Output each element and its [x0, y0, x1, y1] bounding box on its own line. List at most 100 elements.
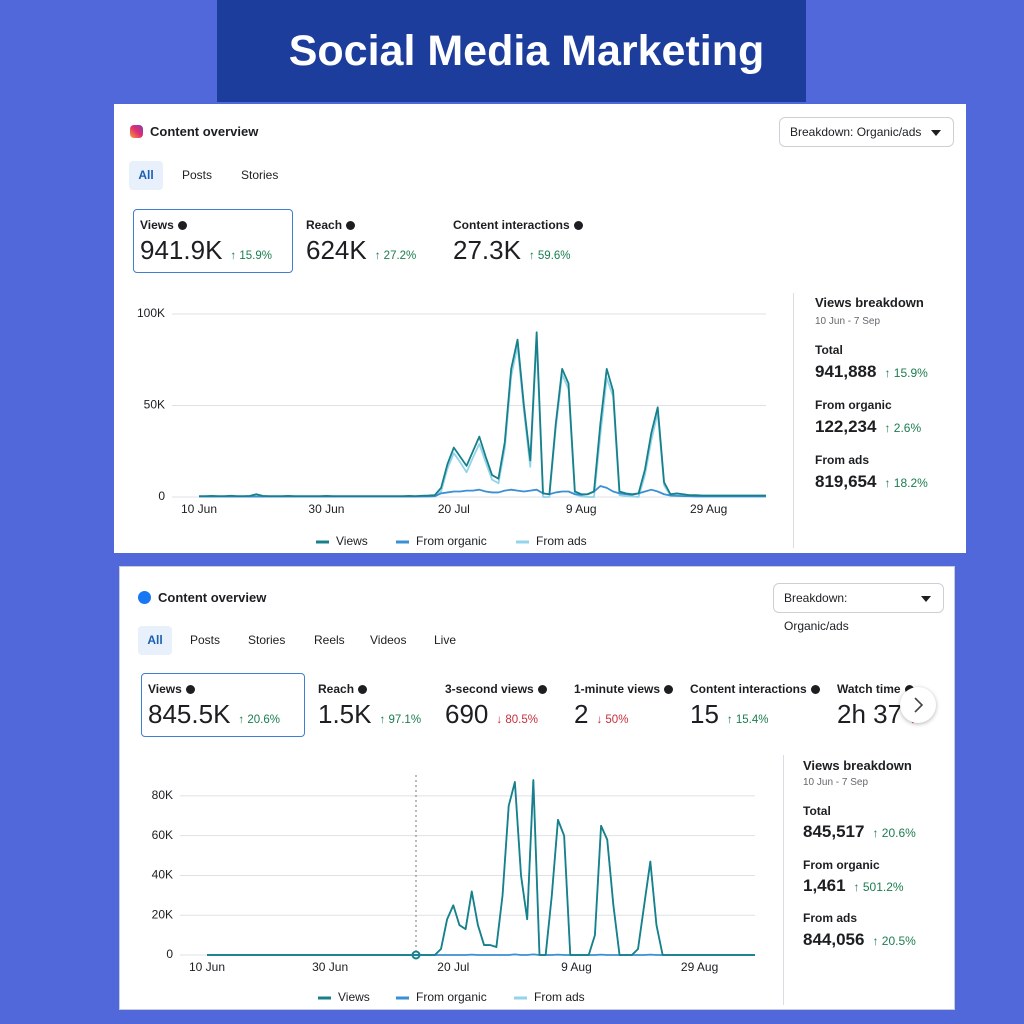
metric-value: 1.5K	[318, 699, 372, 729]
breakdown-value: 941,888	[815, 362, 877, 381]
instagram-icon	[130, 125, 143, 138]
breakdown-change: ↑ 2.6%	[884, 421, 922, 435]
legend-label: From ads	[536, 534, 587, 548]
breakdown-value: 819,654	[815, 472, 877, 491]
breakdown-change: ↑ 20.6%	[872, 826, 916, 840]
panel-header: Content overview	[150, 124, 259, 139]
breakdown-change: ↑ 18.2%	[884, 476, 928, 490]
tab[interactable]: Stories	[241, 168, 279, 182]
breakdown-label: From organic	[815, 398, 892, 412]
metric-change: ↓ 80.5%	[496, 714, 538, 726]
x-tick-label: 9 Aug	[566, 502, 597, 516]
panel	[114, 104, 966, 553]
metric-change: ↑ 97.1%	[379, 714, 422, 726]
metric-value: 15	[690, 699, 719, 729]
divider	[783, 755, 784, 1005]
selected-metric[interactable]	[133, 209, 293, 273]
legend-label: From organic	[416, 534, 487, 548]
divider	[793, 293, 794, 548]
panel	[119, 566, 955, 1010]
tab[interactable]: All	[138, 626, 172, 655]
selected-metric[interactable]	[141, 673, 305, 737]
next-button[interactable]	[900, 687, 936, 723]
metric-value: 941.9K	[140, 235, 223, 265]
breakdown-title: Views breakdown	[815, 295, 924, 310]
page-title: Social Media Marketing	[288, 26, 765, 75]
chevron	[914, 697, 924, 713]
tab[interactable]: Posts	[182, 168, 213, 182]
tab[interactable]: Reels	[314, 633, 345, 647]
metric-label: Reach	[318, 682, 355, 696]
metric-change: ↓ 50%	[596, 714, 629, 726]
breakdown-range: 10 Jun - 7 Sep	[815, 316, 881, 327]
breakdown-label: From organic	[803, 858, 880, 872]
panel-header: Content overview	[158, 590, 267, 605]
breakdown-label: Total	[815, 343, 843, 357]
metric: 1-minute views 2 ↓ 50%	[574, 681, 674, 729]
metric-value: 27.3K	[453, 235, 521, 265]
dropdown[interactable]: Breakdown: Organic/ads	[779, 117, 954, 147]
metric-label: Views	[148, 682, 182, 696]
chart: 0 20K 40K 60K 80K 10 Jun 30 Jun 20 Jul 9 Aug 29 A…	[152, 775, 755, 1004]
legend-label: From ads	[534, 990, 585, 1004]
tab[interactable]: All	[129, 161, 163, 190]
info-icon	[185, 684, 195, 694]
breakdown-label: Total	[803, 804, 831, 818]
info-icon	[664, 684, 674, 694]
info-icon	[810, 684, 820, 694]
y-tick-label: 0	[158, 489, 165, 503]
series-line	[207, 779, 755, 956]
y-tick-label: 40K	[152, 868, 173, 882]
metric-change: ↑ 20.6%	[238, 714, 280, 726]
legend-label: From organic	[416, 990, 487, 1004]
x-tick-label: 20 Jul	[437, 960, 469, 974]
y-tick-label: 50K	[144, 398, 165, 412]
breakdown-label: From ads	[803, 911, 858, 925]
metric-label: Content interactions	[453, 218, 570, 232]
breakdown-title: Views breakdown	[803, 758, 912, 773]
x-tick-label: 9 Aug	[561, 960, 592, 974]
legend-label: Views	[336, 534, 368, 548]
tab[interactable]: Videos	[370, 633, 407, 647]
info-icon	[177, 220, 187, 230]
metric-label: Watch time	[837, 682, 901, 696]
metric: Reach 1.5K ↑ 97.1%	[318, 681, 421, 729]
metric: Content interactions 27.3K ↑ 59.6%	[453, 217, 583, 265]
x-tick-label: 29 Aug	[690, 502, 727, 516]
metric-value: 845.5K	[148, 699, 231, 729]
metric: Views 845.5K ↑ 20.6%	[148, 681, 280, 729]
metric: Views 941.9K ↑ 15.9%	[140, 217, 272, 265]
breakdown-change: ↑ 501.2%	[853, 880, 904, 894]
metric-label: Content interactions	[690, 682, 807, 696]
tab[interactable]: Posts	[190, 633, 221, 647]
info-icon	[537, 684, 547, 694]
info-icon	[573, 220, 583, 230]
metric-value: 2h 37	[837, 699, 903, 729]
series-line	[199, 338, 766, 498]
breakdown-range: 10 Jun - 7 Sep	[803, 777, 869, 788]
x-tick-label: 30 Jun	[312, 960, 348, 974]
series-line	[199, 331, 766, 497]
metric: 3-second views 690 ↓ 80.5%	[445, 681, 547, 729]
metric: Content interactions 15 ↑ 15.4%	[690, 681, 820, 729]
x-tick-label: 10 Jun	[189, 960, 225, 974]
metric-label: 3-second views	[445, 682, 534, 696]
metric-change: ↑ 15.9%	[230, 250, 272, 262]
metric-label: Views	[140, 218, 174, 232]
legend-label: Views	[338, 990, 370, 1004]
x-tick-label: 29 Aug	[681, 960, 718, 974]
info-icon	[358, 684, 368, 694]
breakdown-label: From ads	[815, 453, 870, 467]
breakdown-change: ↑ 15.9%	[884, 366, 928, 380]
breakdown-value: 122,234	[815, 417, 877, 436]
tab[interactable]: Live	[434, 633, 457, 647]
banner: Social Media Marketing	[217, 0, 806, 102]
breakdown-value: 844,056	[803, 930, 865, 949]
dropdown[interactable]: Breakdown: Organic/ads	[773, 583, 944, 633]
tab[interactable]: Stories	[248, 633, 286, 647]
x-tick-label: 30 Jun	[308, 502, 344, 516]
metric-change: ↑ 15.4%	[726, 714, 769, 726]
metric-change: ↑ 27.2%	[374, 250, 417, 262]
